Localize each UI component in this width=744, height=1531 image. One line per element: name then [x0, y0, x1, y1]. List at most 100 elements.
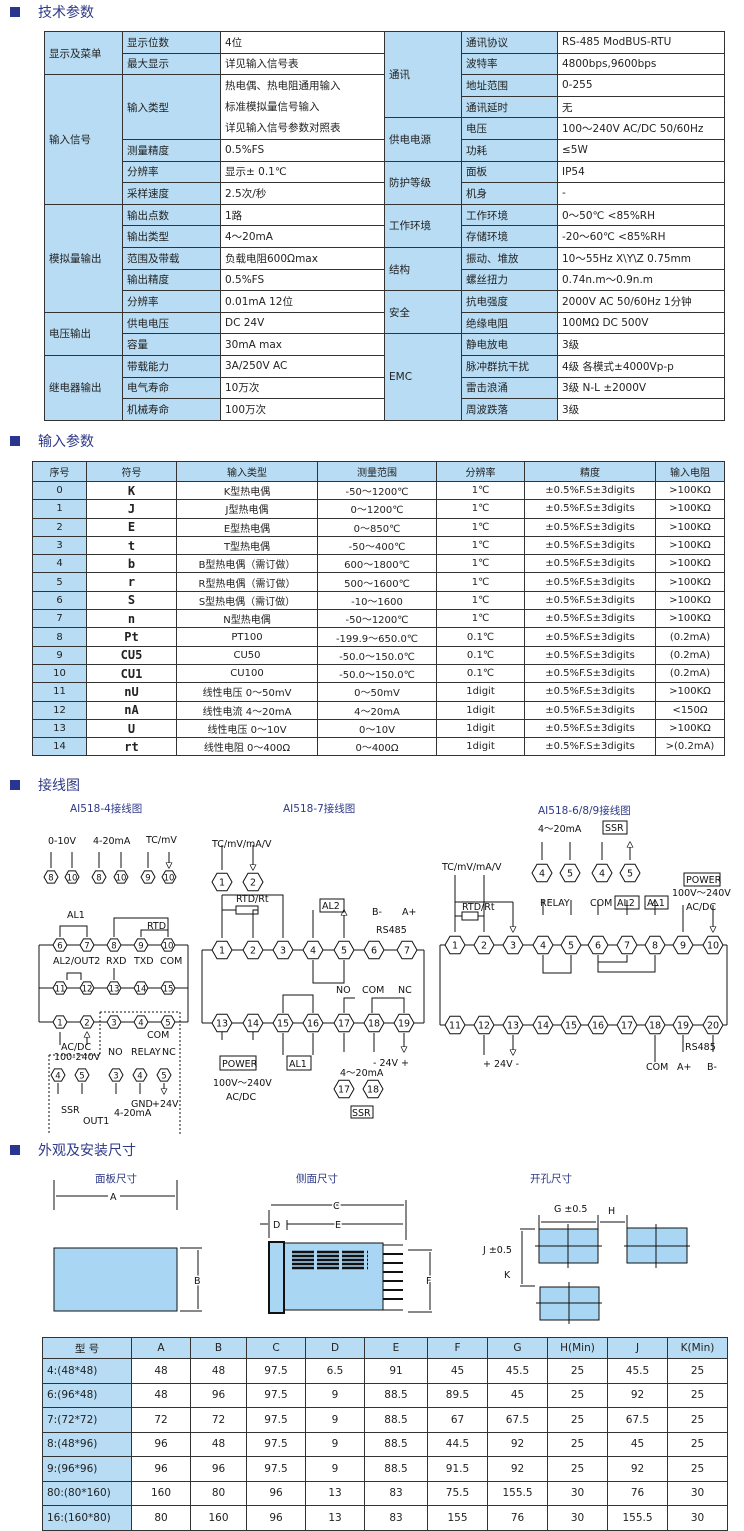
table-cell: 1digit	[436, 700, 525, 720]
terminal-hexagon-icon	[560, 935, 582, 955]
table-row: 16:(160*80) 80 160 96 13 83 155 76 30 155.5 30	[42, 1505, 728, 1531]
column-header: K(Min)	[667, 1337, 728, 1359]
terminal-number: 7	[404, 946, 410, 957]
terminal-number: 17	[621, 1021, 633, 1032]
table-cell: 83	[364, 1480, 428, 1506]
table-cell: 0～1200℃	[317, 499, 437, 519]
spec-row: 机械寿命 100万次 周波跌落 3级	[45, 398, 725, 421]
spec-item-name: 供电电压	[122, 311, 221, 335]
table-cell: 88.5	[364, 1382, 428, 1408]
table-cell: >100KΩ	[655, 682, 725, 702]
table-cell: 1℃	[436, 535, 525, 556]
table-cell: 96	[246, 1480, 306, 1506]
terminal-hexagon-icon	[616, 1015, 638, 1035]
terminal-number: 13	[507, 1021, 519, 1032]
terminal-number: 3	[111, 1019, 116, 1029]
table-cell: ±0.5%F.S±3digits	[524, 663, 656, 684]
terminal-hexagon-icon	[587, 935, 609, 955]
column-header: B	[190, 1337, 247, 1359]
spec-row: 模拟量输出 输出点数 1路 工作环境 工作环境 0～50℃ <85%RH	[44, 203, 725, 313]
terminal: 10	[160, 938, 176, 952]
table-cell: 7	[32, 609, 87, 629]
spec-item-value: 100～240V AC/DC 50/60Hz	[557, 117, 725, 140]
display-symbol: U	[86, 718, 177, 739]
table-cell: >100KΩ	[655, 572, 725, 592]
terminal-hexagon-icon	[43, 870, 59, 884]
terminal-number: 2	[481, 941, 487, 952]
table-cell: 6.5	[305, 1358, 365, 1384]
terminal: 5	[560, 935, 582, 955]
terminal: 8	[43, 870, 59, 884]
diagram-label: NO	[336, 985, 351, 996]
spec-row: 供电电源 电压 100～240V AC/DC 50/60Hz	[45, 117, 725, 162]
diagram-label: TC/mV/mA/V	[441, 862, 502, 873]
terminal-number: 10	[707, 941, 719, 952]
terminal: 12	[473, 1015, 495, 1035]
table-cell: >100KΩ	[655, 480, 725, 501]
spec-item-value: 热电偶、热电阻通用输入 标准模拟量信号输入 详见输入信号参数对照表	[220, 74, 385, 140]
spec-category: 继电器输出	[44, 354, 123, 421]
terminal-number: 8	[111, 942, 116, 952]
table-cell: 13	[305, 1505, 365, 1531]
terminal-number: 14	[136, 985, 147, 995]
dim-label-g: G ±0.5	[554, 1204, 587, 1215]
terminal-hexagon-icon	[302, 1013, 324, 1033]
table-cell: 83	[364, 1505, 428, 1531]
bullet-square-icon	[10, 780, 20, 790]
terminal-hexagon-icon	[272, 1013, 294, 1033]
terminal-hexagon-icon	[52, 938, 68, 952]
terminal-hexagon-icon	[160, 981, 176, 995]
terminal-hexagon-icon	[702, 935, 724, 955]
diagram-label: 100V～240V	[672, 888, 731, 899]
section-title: 输入参数	[38, 434, 94, 450]
table-cell: 1digit	[436, 718, 525, 739]
table-cell: 48	[131, 1358, 191, 1384]
header-row: 型 号 A B C D E F G H(Min) J K(Min)	[42, 1337, 728, 1359]
diagram-label: OUT1	[83, 1116, 109, 1127]
table-cell: 16:(160*80)	[42, 1505, 132, 1531]
column-header: A	[131, 1337, 191, 1359]
table-cell: 600～1800℃	[317, 554, 437, 574]
table-cell: 500～1600℃	[317, 572, 437, 592]
section-title: 外观及安装尺寸	[38, 1143, 136, 1159]
spec-value-line: 详见输入信号参数对照表	[225, 121, 341, 134]
table-cell: 1	[32, 499, 87, 519]
spec-item-value: 3级 N-L ±2000V	[557, 376, 725, 400]
diagram-label: COM	[590, 898, 612, 909]
table-cell: 3	[32, 535, 87, 556]
diagram-label: + 24V -	[483, 1059, 519, 1070]
table-cell: B型热电偶（需订做）	[176, 554, 318, 574]
table-cell: ±0.5%F.S±3digits	[524, 499, 656, 519]
table-cell: 10	[32, 663, 87, 684]
terminal-hexagon-icon	[79, 938, 95, 952]
terminal-hexagon-icon	[393, 1013, 415, 1033]
terminal: 5	[74, 1068, 90, 1082]
spec-item-name: 最大显示	[122, 52, 221, 76]
terminal-number: 1	[219, 878, 225, 889]
spec-item-value: 4800bps,9600bps	[557, 52, 725, 76]
terminal: 5	[559, 863, 581, 883]
table-cell: 97.5	[246, 1431, 306, 1457]
terminal-number: 15	[277, 1019, 289, 1030]
display-symbol: S	[86, 590, 177, 611]
terminal-hexagon-icon	[619, 863, 641, 883]
terminal-hexagon-icon	[644, 935, 666, 955]
spec-item-name: 周波跌落	[461, 398, 558, 421]
al2-box-label: AL2	[322, 901, 340, 912]
table-cell: 11	[32, 682, 87, 702]
dim-label-j: J ±0.5	[482, 1245, 512, 1256]
table-row: 4 b B型热电偶（需订做） 600～1800℃ 1℃ ±0.5%F.S±3digits >…	[32, 554, 725, 574]
terminal-number: 15	[163, 985, 174, 995]
diagram-label: 4-20mA	[114, 1108, 152, 1119]
terminal-hexagon-icon	[106, 1015, 122, 1029]
diagram-label: 0-10V	[48, 836, 77, 847]
spec-item-name: 螺丝扭力	[461, 268, 558, 292]
terminal-number: 4	[599, 869, 605, 880]
section-title: 接线图	[38, 778, 80, 794]
terminal: 1	[52, 1015, 68, 1029]
terminal-number: 5	[567, 869, 573, 880]
spec-category: 模拟量输出	[44, 203, 123, 313]
table-cell: 线性电流 4～20mA	[176, 700, 318, 720]
tech-spec-table: 显示及菜单 显示位数 4位 通讯 通讯协议 RS-485 ModBUS-RTU 最大显示 详见…	[44, 30, 725, 421]
